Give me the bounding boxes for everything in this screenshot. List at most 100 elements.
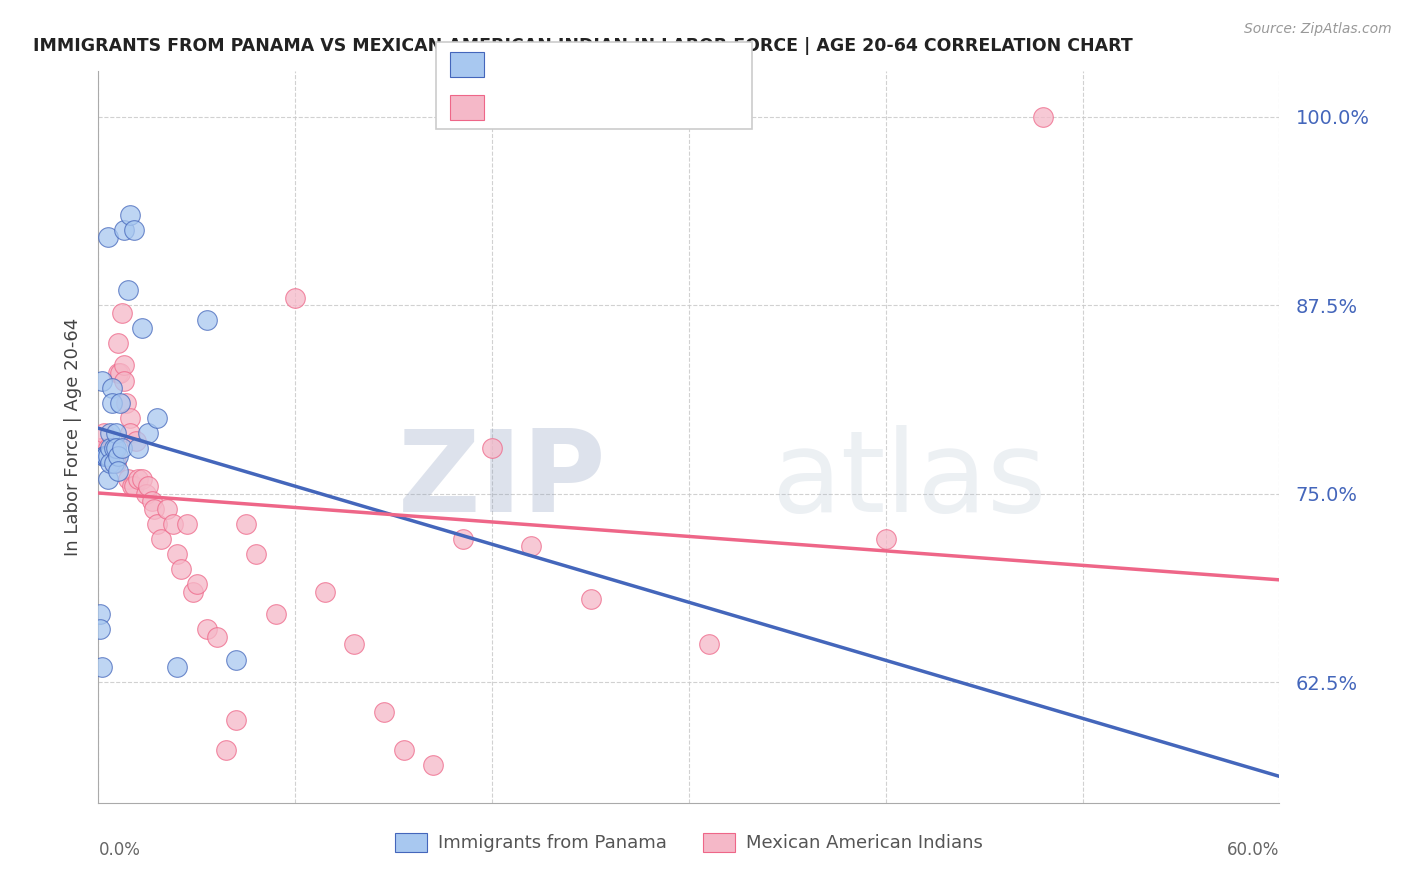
Point xyxy=(166,660,188,674)
Point xyxy=(97,471,120,485)
Text: N = 61: N = 61 xyxy=(633,98,699,118)
Text: Source: ZipAtlas.com: Source: ZipAtlas.com xyxy=(1244,22,1392,37)
Point xyxy=(96,449,118,463)
Point xyxy=(136,426,159,441)
Point xyxy=(122,223,145,237)
Point xyxy=(875,532,897,546)
Point xyxy=(115,396,138,410)
Point xyxy=(579,592,602,607)
Y-axis label: In Labor Force | Age 20-64: In Labor Force | Age 20-64 xyxy=(63,318,82,557)
Point xyxy=(105,457,128,471)
Point xyxy=(98,442,121,456)
Point xyxy=(142,501,165,516)
Point xyxy=(186,577,208,591)
Text: IMMIGRANTS FROM PANAMA VS MEXICAN AMERICAN INDIAN IN LABOR FORCE | AGE 20-64 COR: IMMIGRANTS FROM PANAMA VS MEXICAN AMERIC… xyxy=(34,37,1133,54)
Point xyxy=(103,442,125,456)
Point xyxy=(117,471,139,485)
Point xyxy=(112,223,135,237)
Point xyxy=(103,449,125,463)
Point xyxy=(343,637,366,651)
Point xyxy=(91,374,114,388)
Point xyxy=(245,547,267,561)
Point xyxy=(697,637,720,651)
Point xyxy=(112,359,135,373)
Point xyxy=(103,457,125,471)
Point xyxy=(127,442,149,456)
Point xyxy=(112,374,135,388)
Point xyxy=(98,426,121,441)
Point xyxy=(101,449,124,463)
Point xyxy=(97,449,120,463)
Point xyxy=(481,442,503,456)
Text: N = 36: N = 36 xyxy=(633,54,699,74)
Point xyxy=(136,479,159,493)
Point xyxy=(122,479,145,493)
Point xyxy=(117,283,139,297)
Point xyxy=(141,494,163,508)
Point xyxy=(205,630,228,644)
Point xyxy=(422,758,444,772)
Point xyxy=(111,306,134,320)
Point xyxy=(111,442,134,456)
Point xyxy=(89,623,111,637)
Point xyxy=(131,471,153,485)
Point xyxy=(93,426,115,441)
Point xyxy=(91,442,114,456)
Point xyxy=(195,313,218,327)
Point xyxy=(520,540,543,554)
Point xyxy=(105,442,128,456)
Point xyxy=(101,442,124,456)
Point xyxy=(166,547,188,561)
Point xyxy=(1032,110,1054,124)
Point xyxy=(121,479,143,493)
Point xyxy=(96,449,118,463)
Point xyxy=(373,706,395,720)
Point xyxy=(93,449,115,463)
Point xyxy=(97,449,120,463)
Point xyxy=(101,396,124,410)
Point xyxy=(101,381,124,395)
Point xyxy=(392,743,415,757)
Point xyxy=(146,516,169,531)
Text: R = 0.236: R = 0.236 xyxy=(492,98,586,118)
Point xyxy=(181,584,204,599)
Point xyxy=(264,607,287,622)
Point xyxy=(150,532,173,546)
Point xyxy=(91,660,114,674)
Point xyxy=(118,411,141,425)
Point xyxy=(146,411,169,425)
Point xyxy=(97,230,120,244)
Point xyxy=(97,442,120,456)
Point xyxy=(451,532,474,546)
Point xyxy=(108,366,131,380)
Text: ZIP: ZIP xyxy=(398,425,606,536)
Point xyxy=(105,449,128,463)
Point xyxy=(135,486,157,500)
Point xyxy=(96,449,118,463)
Point xyxy=(170,562,193,576)
Point xyxy=(125,434,148,448)
Point xyxy=(215,743,238,757)
Point xyxy=(131,320,153,334)
Text: 60.0%: 60.0% xyxy=(1227,840,1279,858)
Point xyxy=(98,457,121,471)
Point xyxy=(107,335,129,350)
Point xyxy=(225,713,247,727)
Point xyxy=(96,449,118,463)
Point xyxy=(176,516,198,531)
Point xyxy=(105,426,128,441)
Point xyxy=(225,652,247,666)
Point xyxy=(103,457,125,471)
Point xyxy=(89,442,111,456)
Point xyxy=(156,501,179,516)
Legend: Immigrants from Panama, Mexican American Indians: Immigrants from Panama, Mexican American… xyxy=(388,826,990,860)
Text: atlas: atlas xyxy=(772,425,1047,536)
Point xyxy=(235,516,257,531)
Point xyxy=(107,464,129,478)
Point xyxy=(314,584,336,599)
Point xyxy=(118,208,141,222)
Text: 0.0%: 0.0% xyxy=(98,840,141,858)
Point xyxy=(162,516,184,531)
Point xyxy=(284,291,307,305)
Point xyxy=(195,623,218,637)
